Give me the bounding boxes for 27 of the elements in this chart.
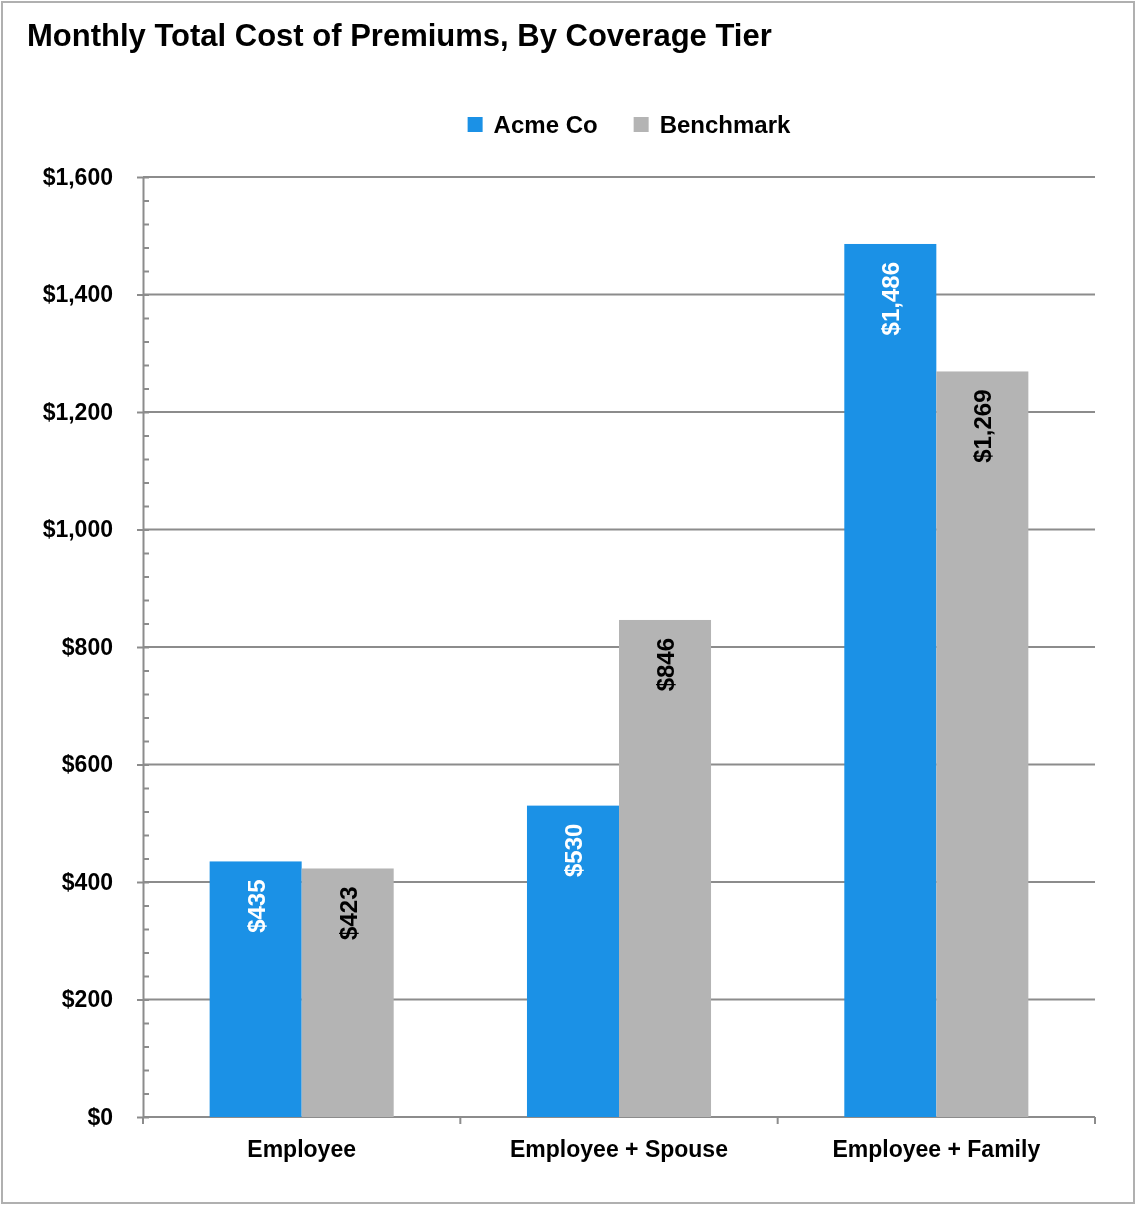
y-tick-label: $600: [61, 751, 113, 778]
y-tick-label: $0: [87, 1103, 113, 1130]
legend-label: Acme Co: [493, 111, 598, 138]
bar: [844, 243, 937, 1117]
y-tick-label: $400: [61, 868, 113, 895]
y-tick-label: $1,000: [42, 516, 113, 543]
y-tick-label: $1,400: [42, 281, 113, 308]
x-tick-label: Employee + Family: [832, 1136, 1041, 1162]
bar: [209, 861, 302, 1117]
bar: [619, 619, 712, 1117]
bar: [936, 371, 1029, 1117]
y-tick-label: $1,200: [42, 398, 113, 425]
bar: [526, 805, 619, 1117]
x-tick-label: Employee + Spouse: [510, 1136, 728, 1162]
bar: [301, 868, 394, 1117]
chart-title: Monthly Total Cost of Premiums, By Coverage Tier: [27, 18, 772, 53]
data-label: $846: [652, 637, 680, 692]
y-tick-label: $200: [61, 986, 113, 1013]
x-tick-label: Employee: [247, 1136, 356, 1162]
legend-label: Benchmark: [659, 111, 792, 138]
y-tick-label: $1,600: [42, 163, 113, 190]
data-label: $530: [559, 823, 587, 878]
y-tick-label: $800: [61, 633, 113, 660]
data-label: $423: [334, 886, 362, 940]
data-label: $1,269: [969, 389, 997, 463]
data-label: $435: [242, 879, 270, 933]
data-label: $1,486: [877, 261, 905, 336]
